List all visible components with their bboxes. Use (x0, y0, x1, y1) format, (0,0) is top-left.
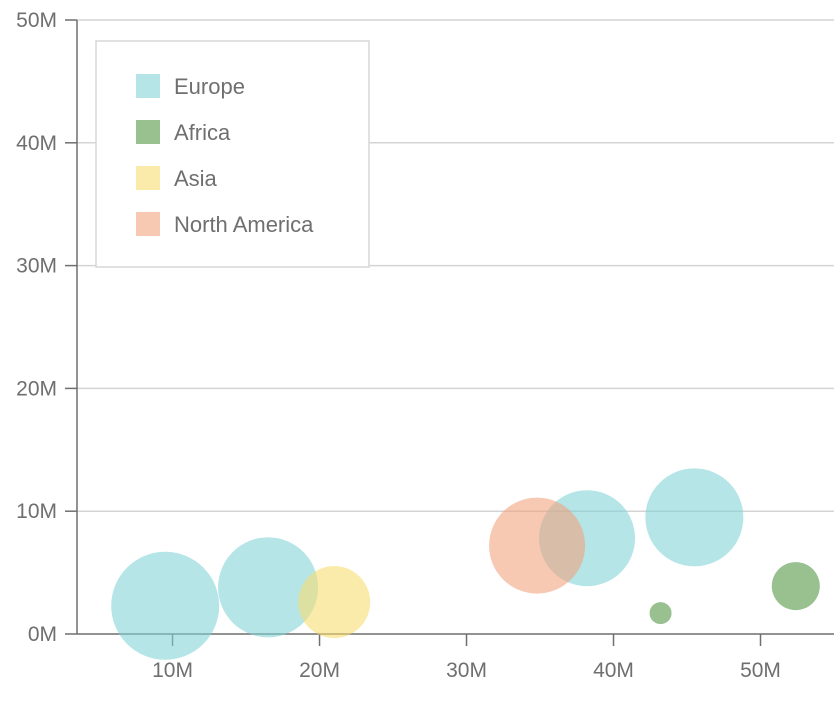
series-3 (489, 497, 586, 594)
series-0 (111, 468, 744, 660)
legend-label-2: Asia (174, 166, 218, 191)
legend-label-0: Europe (174, 74, 245, 99)
x-tick-label-2: 30M (446, 659, 487, 682)
series-2 (298, 566, 371, 639)
bubble-africa-0 (649, 602, 672, 625)
bubble-africa-1 (771, 562, 820, 611)
legend-swatch-2 (136, 166, 160, 190)
y-tick-label-0: 0M (28, 623, 57, 646)
bubble-europe-0 (111, 551, 220, 660)
x-tick-label-0: 10M (152, 659, 193, 682)
bubble-europe-1 (218, 537, 319, 638)
series-1 (649, 562, 820, 625)
bubble-asia-0 (298, 566, 371, 639)
y-tick-label-5: 50M (16, 9, 57, 32)
x-tick-label-4: 50M (740, 659, 781, 682)
bubble-europe-3 (645, 468, 744, 567)
y-tick-label-4: 40M (16, 132, 57, 155)
legend-swatch-3 (136, 212, 160, 236)
x-tick-label-3: 40M (593, 659, 634, 682)
legend: Europe Africa Asia North America (95, 40, 370, 268)
y-tick-label-3: 30M (16, 255, 57, 278)
y-tick-label-1: 10M (16, 500, 57, 523)
x-tick-label-1: 20M (299, 659, 340, 682)
legend-label-3: North America (174, 212, 314, 237)
bubble-north-america-0 (489, 497, 586, 594)
legend-swatch-1 (136, 120, 160, 144)
legend-label-1: Africa (174, 120, 231, 145)
axes: 0M 10M 20M 30M 40M 50M 10M 20M 30M 40M 50M (16, 9, 834, 682)
bubble-layer (111, 468, 820, 660)
legend-swatch-0 (136, 74, 160, 98)
y-tick-label-2: 20M (16, 377, 57, 400)
